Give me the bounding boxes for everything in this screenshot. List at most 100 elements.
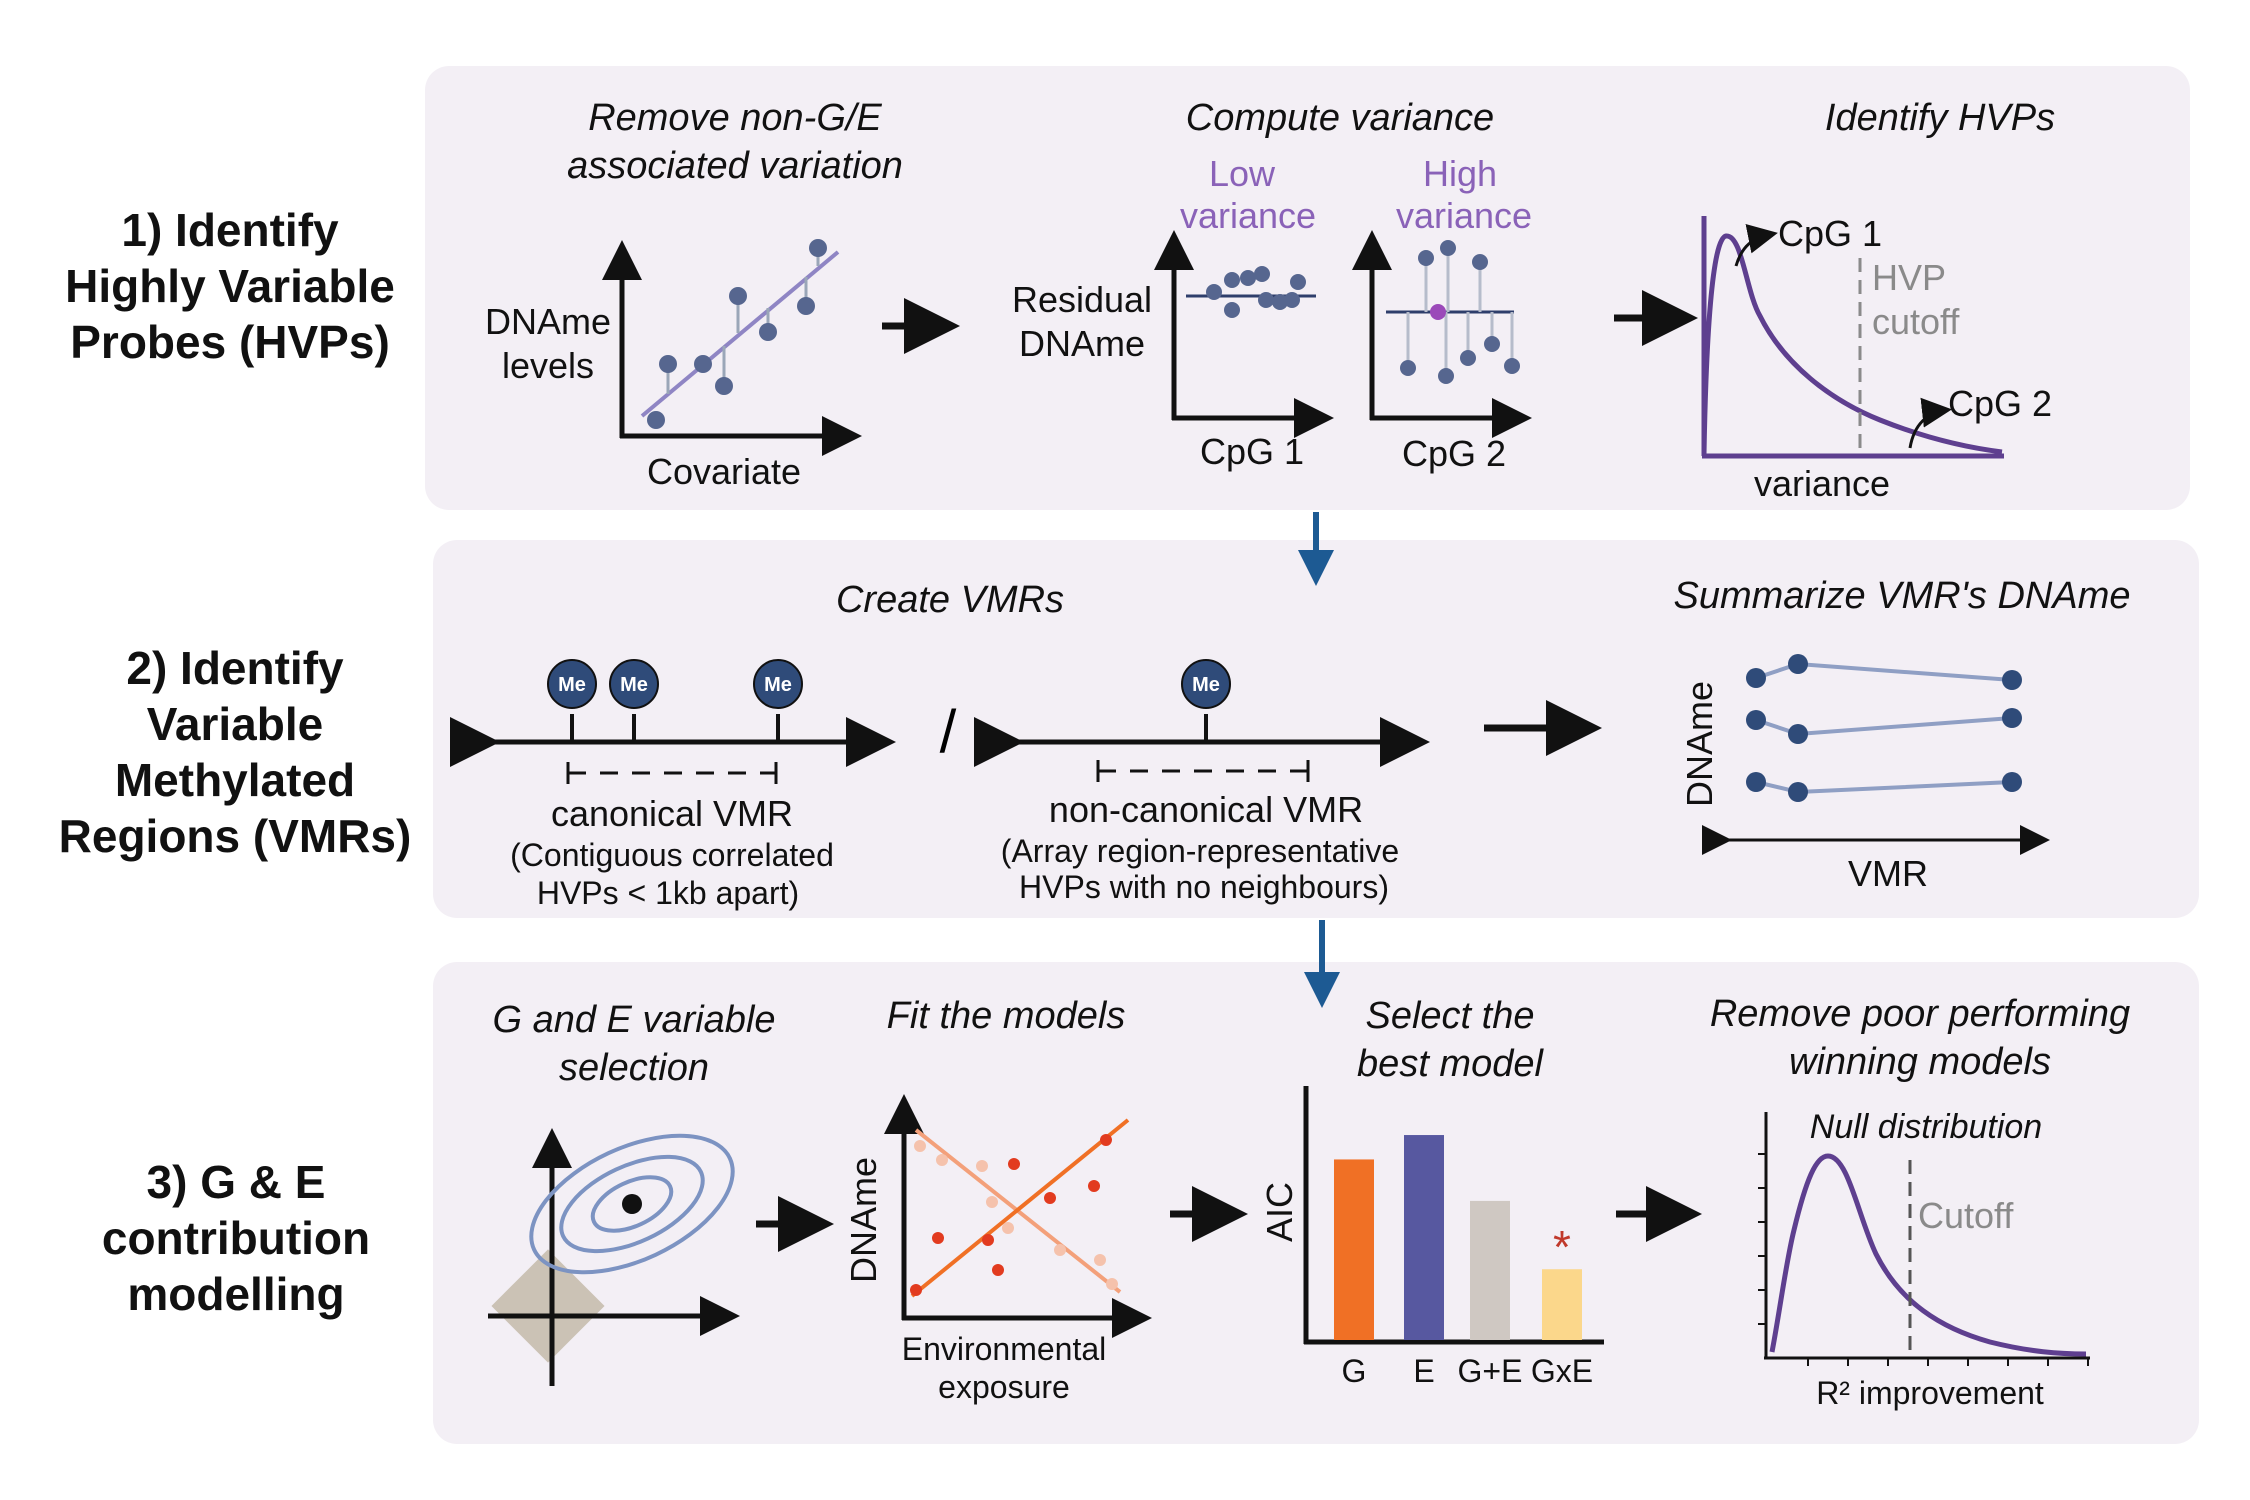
svg-text:High: High <box>1423 153 1497 194</box>
aic-bar-gxe <box>1542 1269 1582 1340</box>
remove-poor-title: Remove poor performing winning models <box>1710 993 2130 1083</box>
noncanonical-vmr-diagram <box>974 714 1430 782</box>
svg-text:DNAme: DNAme <box>485 301 611 342</box>
curve-cpg1-label: CpG 1 <box>1778 213 1882 254</box>
methyl-mark-2: Me <box>609 659 659 709</box>
low-variance-label: Low variance <box>1180 153 1316 236</box>
cutoff-label: Cutoff <box>1918 1195 2014 1236</box>
best-model-marker: * <box>1553 1221 1571 1273</box>
ge-selection-title: G and E variable selection <box>492 999 775 1089</box>
cpg1-axis-label: CpG 1 <box>1200 431 1304 472</box>
methyl-mark-4: Me <box>1181 659 1231 709</box>
null-distribution-label: Null distribution <box>1810 1108 2042 1146</box>
svg-text:Highly Variable: Highly Variable <box>65 260 395 312</box>
aic-bar-label: E <box>1413 1353 1434 1389</box>
svg-text:Low: Low <box>1209 153 1276 194</box>
separator-slash: / <box>940 698 957 765</box>
cpg1-variance-plot <box>1154 230 1334 438</box>
covariate-axis-label: Covariate <box>647 451 801 492</box>
svg-text:Probes (HVPs): Probes (HVPs) <box>70 316 390 368</box>
compute-variance-title: Compute variance <box>1186 97 1494 139</box>
fit-models-title: Fit the models <box>887 995 1126 1037</box>
svg-text:HVPs with no neighbours): HVPs with no neighbours) <box>1019 869 1389 905</box>
covariate-points <box>647 239 827 429</box>
svg-text:(Contiguous correlated: (Contiguous correlated <box>510 837 834 873</box>
svg-text:Me: Me <box>620 674 648 696</box>
methyl-mark-3: Me <box>753 659 803 709</box>
panel-hvp <box>425 66 2190 510</box>
svg-text:Me: Me <box>1192 674 1220 696</box>
svg-text:Me: Me <box>558 674 586 696</box>
svg-text:levels: levels <box>502 345 594 386</box>
svg-text:contribution: contribution <box>102 1212 370 1264</box>
canonical-vmr-label: canonical VMR (Contiguous correlated HVP… <box>510 793 834 911</box>
svg-text:3) G & E: 3) G & E <box>147 1156 326 1208</box>
methyl-mark-1: Me <box>547 659 597 709</box>
variance-distribution-plot <box>1701 216 2004 459</box>
identify-hvps-title: Identify HVPs <box>1825 97 2055 139</box>
covariate-scatter <box>602 239 862 456</box>
cpg2-variance-plot <box>1352 230 1532 438</box>
environmental-exposure-label: Environmental exposure <box>902 1331 1107 1405</box>
curve-cpg2-label: CpG 2 <box>1948 383 2052 424</box>
fit-models-plot <box>884 1094 1152 1338</box>
svg-text:Me: Me <box>764 674 792 696</box>
svg-text:1) Identify: 1) Identify <box>121 204 339 256</box>
svg-text:2) Identify: 2) Identify <box>126 642 344 694</box>
dname-axis-label-fit: DNAme <box>843 1157 884 1283</box>
svg-text:Environmental: Environmental <box>902 1331 1107 1367</box>
aic-bar-e <box>1404 1135 1444 1340</box>
svg-text:best model: best model <box>1357 1043 1544 1085</box>
panel-ge <box>433 962 2199 1444</box>
step-1-label: 1) Identify Highly Variable Probes (HVPs… <box>65 204 395 368</box>
svg-text:winning models: winning models <box>1789 1041 2051 1083</box>
summarize-vmr-title: Summarize VMR's DNAme <box>1674 575 2131 617</box>
svg-text:DNAme: DNAme <box>1019 323 1145 364</box>
svg-text:Select the: Select the <box>1366 995 1535 1037</box>
step-3-label: 3) G & E contribution modelling <box>102 1156 370 1320</box>
high-variance-label: High variance <box>1396 153 1532 236</box>
svg-text:variance: variance <box>1396 195 1532 236</box>
aic-bar-label: GxE <box>1531 1353 1593 1389</box>
canonical-vmr-diagram <box>450 714 896 784</box>
aic-bar-g <box>1334 1159 1374 1340</box>
vmr-axis-label: VMR <box>1848 853 1928 894</box>
aic-axis-label: AIC <box>1259 1182 1300 1242</box>
svg-text:non-canonical VMR: non-canonical VMR <box>1049 789 1363 830</box>
cpg2-axis-label: CpG 2 <box>1402 433 1506 474</box>
aic-bar-label: G <box>1342 1353 1367 1389</box>
svg-text:variance: variance <box>1180 195 1316 236</box>
r2-null-distribution-plot <box>1758 1112 2090 1366</box>
svg-text:associated variation: associated variation <box>567 145 903 187</box>
create-vmrs-title: Create VMRs <box>836 579 1064 621</box>
dname-levels-label: DNAme levels <box>485 301 611 386</box>
svg-text:G and E variable: G and E variable <box>492 999 775 1041</box>
dname-axis-label-vmr: DNAme <box>1679 681 1720 807</box>
svg-text:Regions (VMRs): Regions (VMRs) <box>59 810 412 862</box>
aic-bar-chart: G E G+E GxE * <box>1303 1086 1604 1389</box>
svg-text:Variable: Variable <box>147 698 323 750</box>
svg-text:Remove poor performing: Remove poor performing <box>1710 993 2130 1035</box>
step-2-label: 2) Identify Variable Methylated Regions … <box>59 642 412 862</box>
svg-text:(Array region-representative: (Array region-representative <box>1001 833 1399 869</box>
remove-variation-title: Remove non-G/E associated variation <box>567 97 903 187</box>
svg-text:exposure: exposure <box>938 1369 1070 1405</box>
r2-axis-label: R² improvement <box>1816 1375 2044 1411</box>
svg-text:modelling: modelling <box>127 1268 344 1320</box>
variance-axis-label: variance <box>1754 463 1890 504</box>
svg-text:Residual: Residual <box>1012 279 1152 320</box>
residual-dname-label: Residual DNAme <box>1012 279 1152 364</box>
svg-text:Methylated: Methylated <box>115 754 355 806</box>
select-model-title: Select the best model <box>1357 995 1544 1085</box>
svg-text:HVP: HVP <box>1872 257 1946 298</box>
aic-bar-g-e <box>1470 1200 1510 1340</box>
aic-bar-label: G+E <box>1458 1353 1523 1389</box>
noncanonical-vmr-label: non-canonical VMR (Array region-represen… <box>1001 789 1399 905</box>
svg-text:canonical VMR: canonical VMR <box>551 793 793 834</box>
svg-text:Remove non-G/E: Remove non-G/E <box>588 97 882 139</box>
svg-text:selection: selection <box>559 1047 709 1089</box>
vmr-summary-plot <box>1702 654 2050 855</box>
svg-text:cutoff: cutoff <box>1872 301 1960 342</box>
svg-text:HVPs < 1kb apart): HVPs < 1kb apart) <box>537 875 799 911</box>
